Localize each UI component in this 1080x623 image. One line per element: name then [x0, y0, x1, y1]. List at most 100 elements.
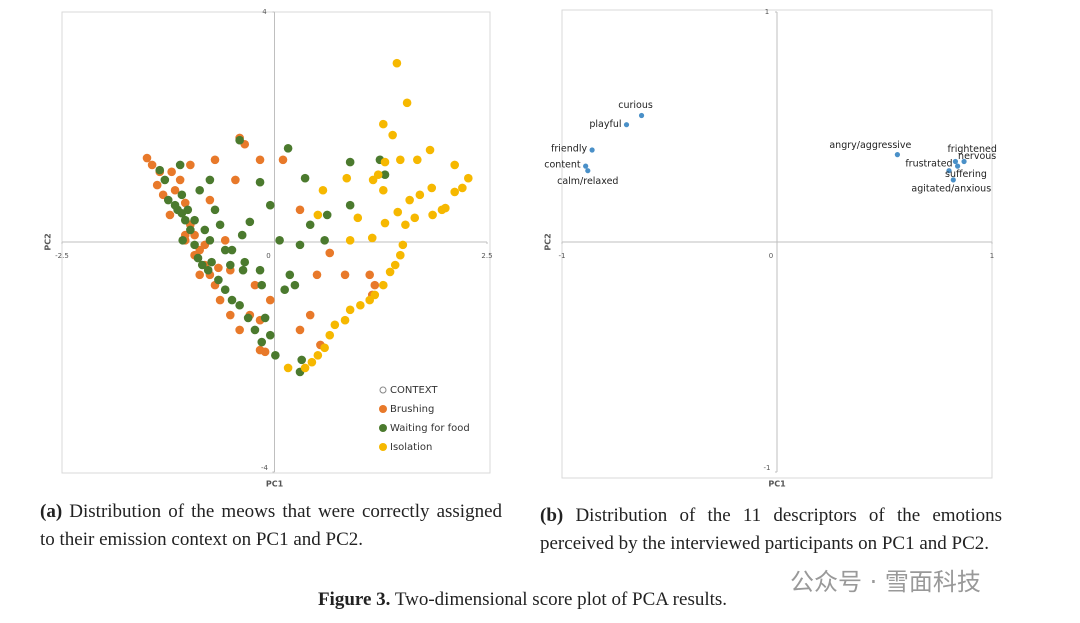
point: [946, 168, 952, 174]
point: [325, 248, 335, 258]
point: [356, 300, 365, 310]
point: [952, 158, 959, 165]
point: [215, 295, 225, 305]
legend-title: CONTEXT: [390, 385, 438, 396]
point: [589, 147, 595, 153]
point: [200, 225, 210, 235]
point-label: content: [544, 160, 581, 171]
point: [142, 153, 152, 163]
point: [255, 177, 265, 187]
point-label: nervous: [958, 151, 996, 162]
point: [235, 300, 244, 310]
caption-text: Distribution of the 11 descriptors of th…: [540, 505, 1003, 554]
point: [345, 157, 355, 167]
point: [260, 347, 270, 357]
point: [464, 173, 473, 183]
point: [207, 257, 216, 267]
point: [894, 152, 901, 158]
x-tick-label: -1: [559, 252, 566, 260]
point-label: angry/aggressive: [829, 140, 911, 151]
point: [458, 183, 467, 193]
point: [255, 155, 265, 165]
point: [238, 265, 248, 275]
point: [345, 200, 355, 210]
point: [214, 275, 223, 285]
point: [257, 337, 267, 347]
point: [380, 157, 390, 167]
point: [312, 270, 322, 280]
x-tick-label: 2.5: [481, 252, 492, 260]
point: [345, 305, 355, 315]
point: [345, 235, 355, 245]
point: [226, 310, 235, 320]
point: [396, 155, 405, 165]
x-tick-label: -2.5: [55, 252, 69, 260]
point: [585, 168, 591, 174]
point: [405, 195, 414, 205]
point: [227, 295, 237, 305]
x-axis-label: PC1: [266, 480, 284, 489]
point: [265, 200, 275, 210]
point: [160, 175, 170, 185]
legend-marker: [379, 443, 387, 451]
point: [398, 240, 408, 250]
point: [214, 263, 223, 273]
figure: -2.5 0 2.5 -4 4 PC1 PC2 CONTEXT Brushing Waiting …: [44, 8, 997, 489]
point: [283, 143, 293, 153]
point: [342, 173, 352, 183]
point: [163, 195, 173, 205]
point: [265, 295, 275, 305]
point: [295, 240, 305, 250]
point: [231, 175, 240, 185]
legend-title-marker: [379, 386, 387, 394]
point: [410, 213, 420, 223]
point: [370, 280, 380, 290]
point: [425, 145, 435, 155]
point-label: suffering: [945, 169, 987, 180]
point-label: playful: [589, 119, 621, 130]
point: [205, 195, 215, 205]
point: [401, 220, 410, 230]
x-tick-label: 0: [769, 252, 773, 260]
point: [175, 160, 185, 170]
point: [340, 270, 350, 280]
point: [250, 325, 260, 335]
point: [396, 250, 405, 260]
caption-label: (b): [540, 505, 564, 526]
point: [165, 210, 175, 220]
point: [393, 207, 403, 217]
point: [313, 210, 323, 220]
point: [235, 325, 244, 335]
point: [215, 220, 225, 230]
y-tick-label: -1: [764, 464, 771, 472]
point: [190, 240, 199, 250]
point: [955, 163, 961, 169]
point-label: friendly: [551, 144, 587, 155]
point: [193, 253, 203, 263]
point: [220, 235, 230, 245]
point: [305, 220, 315, 230]
caption-label: (a): [40, 501, 63, 522]
caption-text: Distribution of the meows that were corr…: [40, 501, 503, 550]
point: [638, 112, 645, 119]
point: [380, 170, 390, 180]
point: [340, 315, 350, 325]
point: [245, 217, 255, 227]
point: [300, 173, 310, 183]
point: [295, 205, 305, 215]
point: [450, 160, 460, 170]
point: [313, 350, 323, 360]
point: [147, 160, 157, 170]
point: [278, 155, 288, 165]
point: [441, 203, 450, 213]
legend-label: Isolation: [390, 442, 432, 453]
point: [388, 130, 397, 140]
point: [220, 285, 230, 295]
point: [243, 313, 253, 323]
point: [275, 235, 284, 245]
x-axis-label: PC1: [768, 480, 786, 489]
point: [178, 235, 187, 245]
point: [186, 160, 195, 170]
point: [402, 98, 412, 108]
